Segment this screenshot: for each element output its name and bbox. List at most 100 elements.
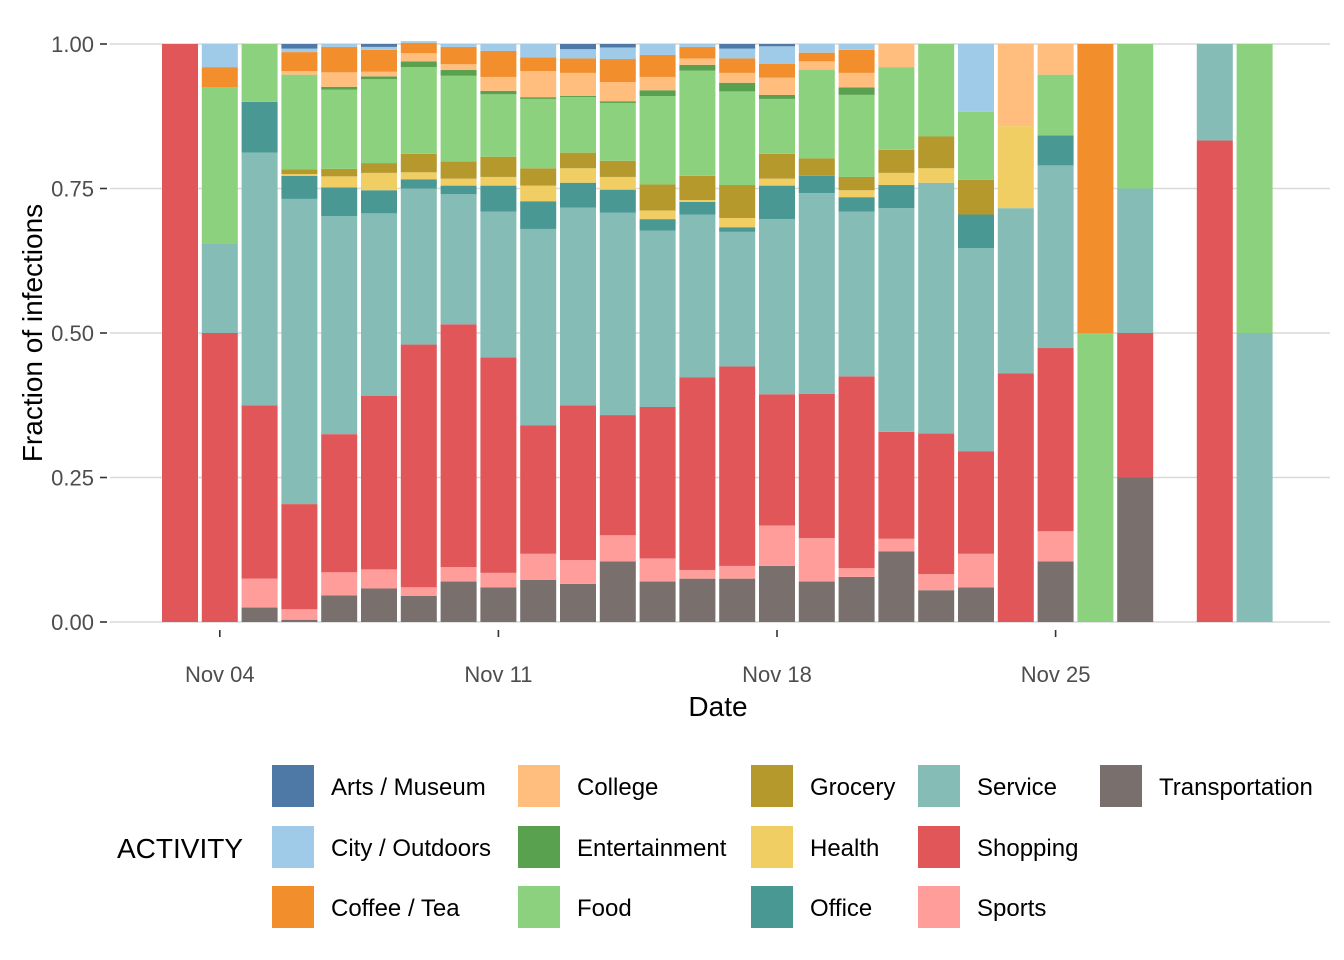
bar-stack [1236,44,1273,622]
bar-stack [162,44,198,622]
bar-segment [599,59,636,83]
bar-segment [997,373,1034,622]
bar-segment [560,560,596,584]
bar-segment [719,231,756,367]
y-axis-title: Fraction of infections [17,204,48,462]
bar-segment [241,607,278,622]
bar-segment [440,324,477,568]
bar-stack [997,44,1034,622]
bar-segment [719,82,756,92]
bar-segment [759,153,795,179]
bar-segment [719,217,756,228]
legend-swatch [518,826,560,868]
bar-segment [878,185,915,209]
bar-segment [1037,135,1074,166]
bar-segment [361,190,397,214]
bar-segment [759,63,795,78]
bar-segment [1117,333,1154,478]
bar-stack [201,44,238,622]
bar-segment [361,588,397,622]
bar-segment [798,175,835,194]
bar-segment [918,433,955,575]
bar-segment [440,567,477,582]
bar-stacks [162,41,1273,622]
bar-stack [560,44,596,622]
bar-segment [639,96,676,185]
bar-segment [719,58,756,73]
bar-segment [440,185,477,195]
legend-swatch [272,886,314,928]
bar-segment [958,451,994,554]
bar-segment [798,193,835,394]
bar-segment [440,75,477,162]
bar-segment [798,581,835,622]
legend-label: College [577,774,658,801]
legend-swatch [918,826,960,868]
bar-segment [878,67,915,150]
bar-stack [480,44,517,622]
bar-segment [798,70,835,159]
bar-segment [838,87,875,95]
bar-segment [679,70,716,176]
bar-segment [560,207,596,406]
legend-label: City / Outdoors [331,835,491,862]
bar-segment [759,219,795,395]
bar-segment [400,153,437,173]
legend-label: Arts / Museum [331,774,486,801]
bar-segment [679,214,716,378]
bar-segment [321,86,358,90]
y-tick-label: 0.75 [51,177,94,202]
bar-segment [918,590,955,622]
bar-segment [599,212,636,416]
bar-segment [798,52,835,62]
bar-stack [918,44,955,622]
bar-segment [599,44,636,48]
bar-segment [560,97,596,153]
bar-segment [958,553,994,588]
bar-segment [1037,74,1074,136]
legend-label: Grocery [810,774,895,801]
bar-segment [560,182,596,208]
bar-segment [798,61,835,71]
bar-segment [1037,348,1074,532]
bar-segment [400,172,437,180]
bar-segment [281,48,318,53]
bar-segment [201,243,238,333]
bar-segment [838,190,875,198]
bar-segment [958,248,994,452]
legend-swatch [918,765,960,807]
bar-segment [400,587,437,596]
bar-segment [599,535,636,562]
bar-segment [480,156,517,177]
bar-segment [440,46,477,65]
bar-segment [679,200,716,202]
bar-segment [639,558,676,582]
bar-segment [838,376,875,569]
bar-segment [241,152,278,406]
bar-segment [480,94,517,157]
bar-segment [679,175,716,201]
bar-segment [281,44,318,49]
bar-stack [599,44,636,622]
bar-segment [400,41,437,43]
bar-segment [878,172,915,186]
bar-stack [440,44,477,622]
bar-segment [599,102,636,161]
bar-segment [838,72,875,88]
legend-swatch [518,765,560,807]
legend-swatch [272,765,314,807]
bar-segment [241,405,278,579]
bar-segment [520,168,557,186]
bar-segment [1077,333,1114,622]
bar-stack [838,44,875,622]
legend-label: Sports [977,895,1046,922]
bar-segment [759,394,795,526]
bar-segment [281,169,318,175]
bar-segment [400,42,437,54]
bar-segment [798,393,835,539]
bar-segment [201,333,238,622]
bar-segment [639,230,676,407]
bar-segment [480,211,517,358]
bar-segment [520,553,557,580]
bar-segment [520,44,557,58]
